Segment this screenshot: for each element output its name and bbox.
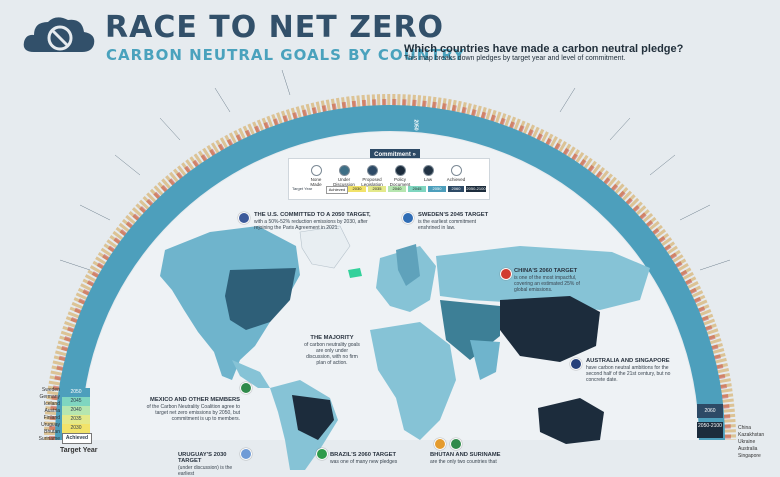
australia-flag-icon xyxy=(570,358,582,370)
legend-item-law: Law xyxy=(417,165,439,182)
legend-year-2050-2100: 2050-2100 xyxy=(466,186,486,192)
legend-item-policy: Policy Document xyxy=(389,165,411,187)
annotation-australia: AUSTRALIA AND SINGAPORE have carbon neutr… xyxy=(586,358,671,383)
arch-year-2035: 2035 xyxy=(62,415,90,424)
legend-year-2050: 2050 xyxy=(428,186,446,192)
legend-target-year-label: Target Year xyxy=(292,186,313,191)
arch-year-2030: 2030 xyxy=(62,424,90,433)
suriname-flag-icon xyxy=(450,438,462,450)
arch-year-2060: 2060 xyxy=(697,404,723,418)
annotation-us: THE U.S. COMMITTED TO A 2050 TARGET, with… xyxy=(254,212,371,231)
legend-item-proposed: Proposed Legislation xyxy=(361,165,383,187)
right-country-list: China Kazakhstan Ukraine Australia Singa… xyxy=(738,425,765,459)
arch-year-2040: 2040 xyxy=(62,406,90,415)
page-title: RACE TO NET ZERO xyxy=(105,10,445,45)
uruguay-flag-icon xyxy=(240,448,252,460)
legend-year-2045: 2045 xyxy=(408,186,426,192)
annotation-bhutan: BHUTAN AND SURINAME are the only two coun… xyxy=(430,452,501,465)
legend-year-2060: 2060 xyxy=(448,186,464,192)
annotation-brazil: BRAZIL'S 2060 TARGET was one of many new … xyxy=(330,452,398,465)
arch-year-achieved: Achieved xyxy=(62,433,92,444)
china-flag-icon xyxy=(500,268,512,280)
annotation-china: CHINA'S 2060 TARGET is one of the most im… xyxy=(514,268,580,293)
mexico-flag-icon xyxy=(240,382,252,394)
legend-year-2040: 2040 xyxy=(388,186,406,192)
question-heading: Which countries have made a carbon neutr… xyxy=(404,43,684,55)
left-country-list: Sweden Germany Iceland Austria Finland U… xyxy=(38,387,60,442)
legend-year-2035: 2035 xyxy=(368,186,386,192)
legend-year-2030: 2030 xyxy=(348,186,366,192)
annotation-uruguay: URUGUAY'S 2030 TARGET (under discussion) … xyxy=(178,452,233,477)
legend-year-achieved: Achieved xyxy=(326,186,348,194)
target-year-label: Target Year xyxy=(60,447,98,454)
legend-item-discussion: Under Discussion xyxy=(333,165,355,187)
arch-year-top: 2050 xyxy=(412,119,419,131)
us-flag-icon xyxy=(238,212,250,224)
legend-item-achieved: Achieved xyxy=(445,165,467,182)
bhutan-flag-icon xyxy=(434,438,446,450)
arch-year-2050-2100: 2050-2100 xyxy=(697,422,723,438)
annotation-mexico: MEXICO AND OTHER MEMBERS of the Carbon Ne… xyxy=(146,397,240,422)
page-subtitle: CARBON NEUTRAL GOALS BY COUNTRY xyxy=(106,46,466,64)
cloud-no-smoke-icon xyxy=(23,17,95,52)
arch-year-2045: 2045 xyxy=(62,397,90,406)
sweden-flag-icon xyxy=(402,212,414,224)
legend-item-none: None Made xyxy=(305,165,327,187)
annotation-sweden: SWEDEN'S 2045 TARGET is the earliest comm… xyxy=(418,212,489,231)
annotation-majority: THE MAJORITY of carbon neutrality goals a… xyxy=(304,335,360,366)
arch-year-2050: 2050 xyxy=(62,388,90,397)
question-subheading: This map breaks down pledges by target y… xyxy=(404,55,626,62)
brazil-flag-icon xyxy=(316,448,328,460)
